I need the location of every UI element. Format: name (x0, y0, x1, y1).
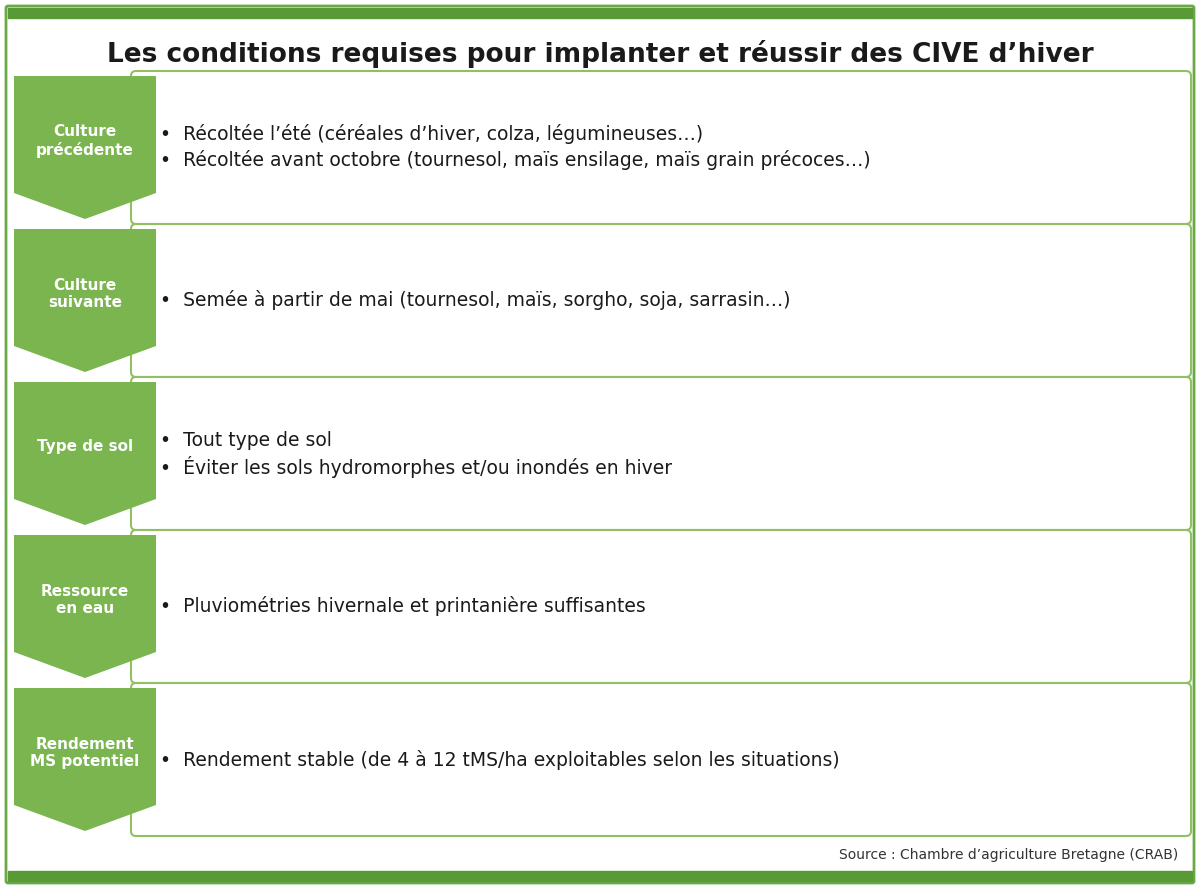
Bar (8, 871, 1192, 881)
Text: Rendement
MS potentiel: Rendement MS potentiel (30, 737, 139, 769)
Text: •  Éviter les sols hydromorphes et/ou inondés en hiver: • Éviter les sols hydromorphes et/ou ino… (160, 455, 672, 477)
Text: Les conditions requises pour implanter et réussir des CIVE d’hiver: Les conditions requises pour implanter e… (107, 40, 1093, 68)
Text: Culture
précédente: Culture précédente (36, 124, 134, 158)
Text: Ressource
en eau: Ressource en eau (41, 584, 130, 616)
FancyBboxPatch shape (131, 683, 1190, 836)
Text: Culture
suivante: Culture suivante (48, 277, 122, 310)
FancyBboxPatch shape (131, 377, 1190, 530)
FancyBboxPatch shape (6, 6, 1194, 883)
Text: •  Récoltée avant octobre (tournesol, maïs ensilage, maïs grain précoces…): • Récoltée avant octobre (tournesol, maï… (160, 150, 871, 171)
Polygon shape (14, 382, 156, 525)
Text: •  Récoltée l’été (céréales d’hiver, colza, légumineuses…): • Récoltée l’été (céréales d’hiver, colz… (160, 124, 703, 145)
Polygon shape (14, 76, 156, 219)
Text: •  Semée à partir de mai (tournesol, maïs, sorgho, soja, sarrasin…): • Semée à partir de mai (tournesol, maïs… (160, 291, 791, 310)
Text: •  Rendement stable (de 4 à 12 tMS/ha exploitables selon les situations): • Rendement stable (de 4 à 12 tMS/ha exp… (160, 749, 840, 770)
Text: •  Pluviométries hivernale et printanière suffisantes: • Pluviométries hivernale et printanière… (160, 597, 646, 616)
Text: •  Tout type de sol: • Tout type de sol (160, 431, 332, 450)
Bar (8, 8, 1192, 18)
Polygon shape (14, 229, 156, 372)
Polygon shape (14, 535, 156, 678)
Text: Source : Chambre d’agriculture Bretagne (CRAB): Source : Chambre d’agriculture Bretagne … (839, 848, 1178, 862)
Text: Type de sol: Type de sol (37, 439, 133, 454)
FancyBboxPatch shape (131, 71, 1190, 224)
FancyBboxPatch shape (131, 530, 1190, 683)
FancyBboxPatch shape (131, 224, 1190, 377)
Polygon shape (14, 688, 156, 831)
